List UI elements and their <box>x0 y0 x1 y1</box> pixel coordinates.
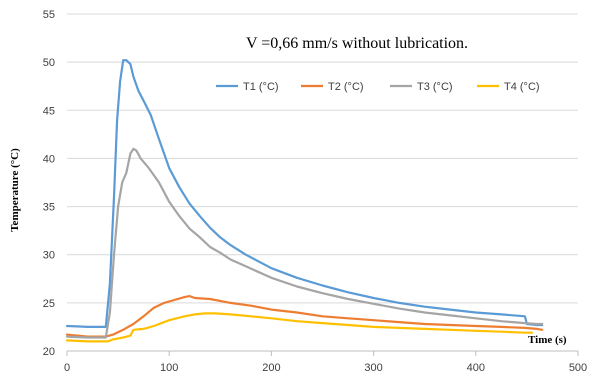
legend-label-1: T1 (°C) <box>243 81 279 93</box>
y-tick-label: 40 <box>43 153 55 165</box>
x-tick-label: 100 <box>160 362 178 374</box>
series-line-1 <box>65 59 544 328</box>
chart-annotation: V =0,66 mm/s without lubrication. <box>246 35 468 52</box>
legend-label-4: T4 (°C) <box>504 81 540 93</box>
y-tick-label: 20 <box>43 346 55 358</box>
x-axis-title: Time (s) <box>528 334 567 346</box>
x-tick-label: 500 <box>569 362 587 374</box>
y-axis-title: Temperature (°C) <box>9 148 21 232</box>
legend-label-2: T2 (°C) <box>328 81 364 93</box>
gridlines <box>67 13 578 304</box>
x-tick-label: 300 <box>364 362 382 374</box>
y-tick-label: 50 <box>43 57 55 69</box>
y-tick-label: 30 <box>43 250 55 262</box>
legend-label-3: T3 (°C) <box>417 81 453 93</box>
series-line-3 <box>65 147 544 339</box>
series-line-4 <box>65 312 534 343</box>
x-tick-label: 400 <box>467 362 485 374</box>
tick-labels: 20 25 30 35 40 45 50 55 0 100 200 300 400 500 <box>43 9 587 374</box>
x-tick-label: 200 <box>262 362 280 374</box>
series-group <box>65 59 544 343</box>
series-line-2 <box>65 295 544 338</box>
y-tick-label: 35 <box>43 202 55 214</box>
legend: T1 (°C) T2 (°C) T3 (°C) T4 (°C) <box>216 81 540 93</box>
y-tick-label: 25 <box>43 298 55 310</box>
x-tick-label: 0 <box>64 362 70 374</box>
y-tick-label: 55 <box>43 9 55 21</box>
axes <box>66 350 579 356</box>
y-tick-label: 45 <box>43 105 55 117</box>
